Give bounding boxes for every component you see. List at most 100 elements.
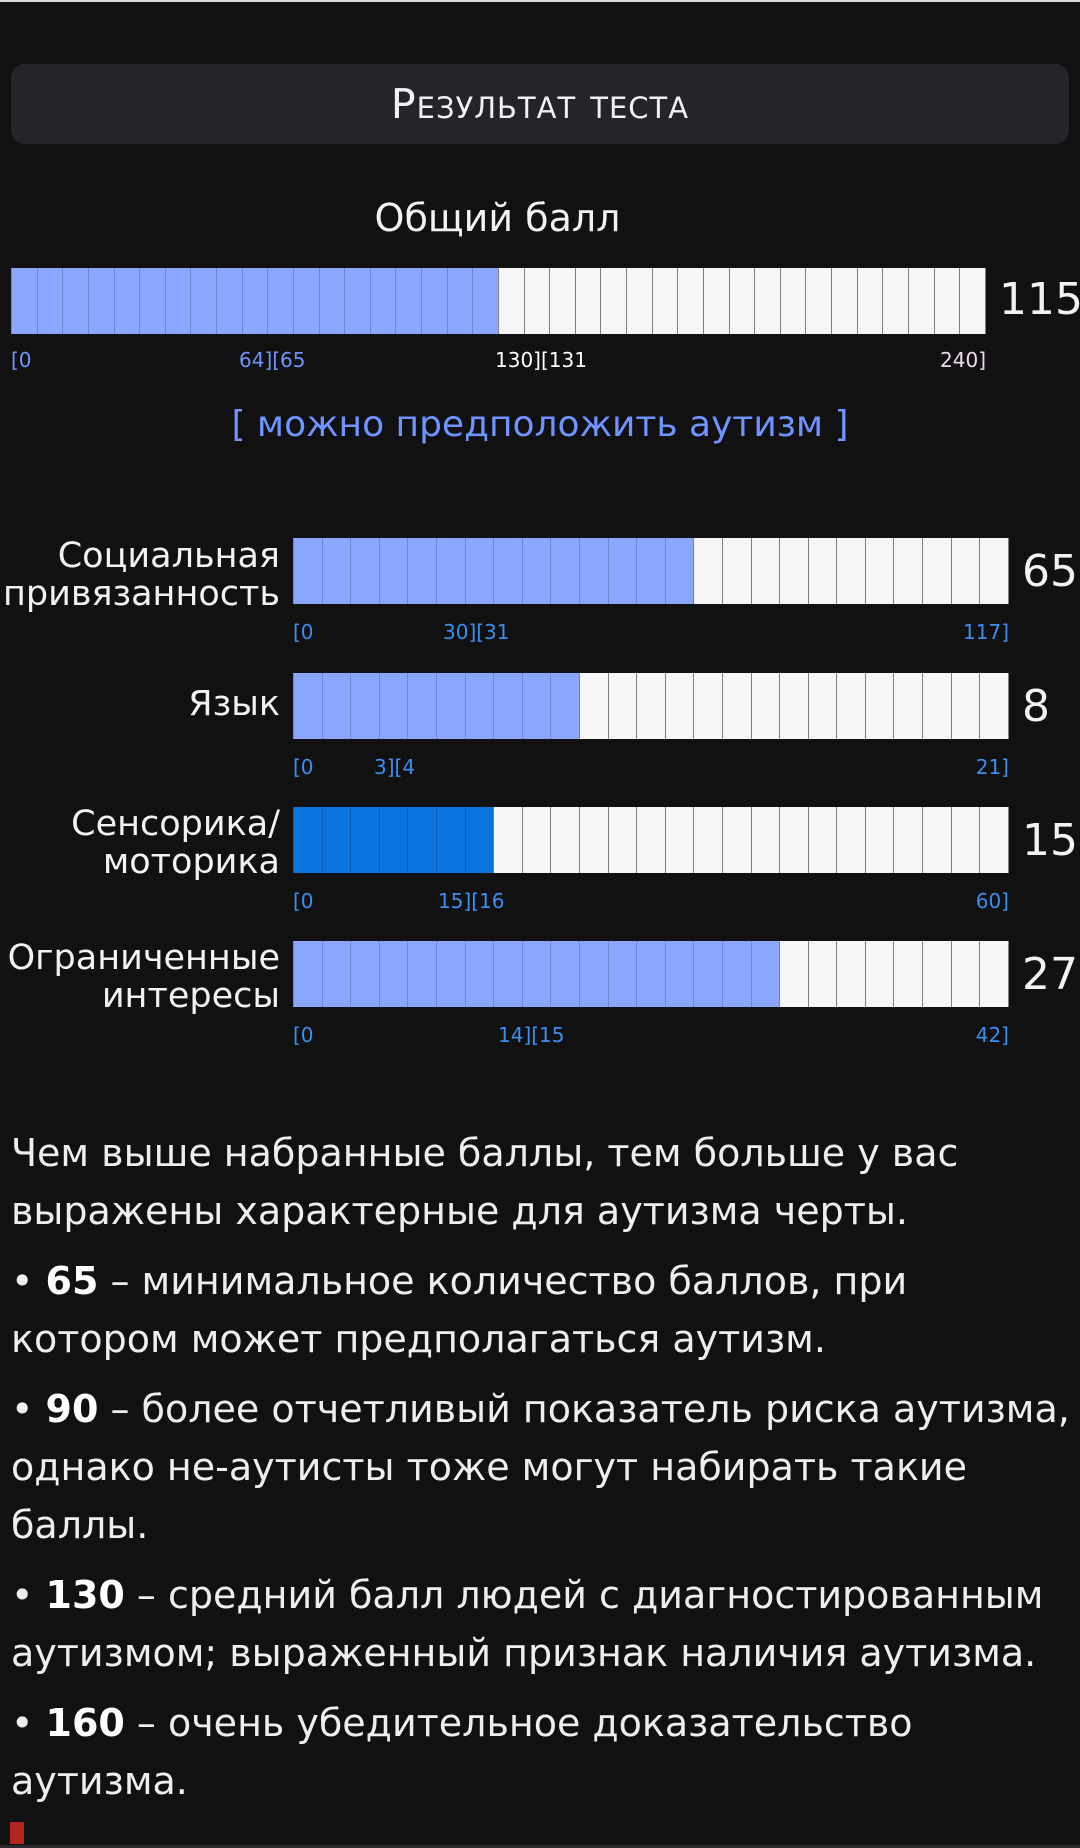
bar-segment-filled bbox=[293, 538, 322, 604]
bar-segment-filled bbox=[87, 268, 114, 334]
bar-segment-empty bbox=[807, 673, 837, 739]
category-score-social: 65 bbox=[1022, 546, 1078, 597]
bar-segment-filled bbox=[350, 941, 379, 1007]
threshold-text: – средний балл людей с диагностированным… bbox=[11, 1573, 1044, 1675]
bar-segment-filled bbox=[721, 941, 751, 1007]
bar-segment-empty bbox=[693, 807, 722, 873]
bar-segment-empty bbox=[493, 807, 522, 873]
bar-segment-empty bbox=[779, 673, 808, 739]
category-label-line: привязанность bbox=[2, 574, 280, 614]
category-bar-sensory bbox=[293, 807, 1009, 873]
bar-segment-filled bbox=[435, 538, 465, 604]
bar-segment-filled bbox=[521, 941, 551, 1007]
scale-tick: 117] bbox=[963, 620, 1009, 644]
bar-segment-empty bbox=[864, 538, 894, 604]
corner-marker bbox=[10, 1822, 24, 1844]
top-divider bbox=[0, 0, 1080, 2]
bar-segment-empty bbox=[805, 268, 831, 334]
bar-segment-empty bbox=[549, 268, 575, 334]
bar-segment-empty bbox=[836, 538, 865, 604]
bar-segment-empty bbox=[607, 807, 637, 873]
bar-segment-filled bbox=[350, 807, 379, 873]
category-score-interests: 27 bbox=[1022, 949, 1078, 1000]
bar-segment-empty bbox=[574, 268, 601, 334]
bar-segment-filled bbox=[472, 268, 498, 334]
bar-segment-empty bbox=[864, 941, 894, 1007]
bullet: • bbox=[11, 1259, 46, 1303]
bar-segment-filled bbox=[578, 941, 608, 1007]
bar-segment-empty bbox=[497, 268, 524, 334]
bar-segment-empty bbox=[907, 268, 934, 334]
total-score-label: Общий балл bbox=[374, 196, 621, 240]
bar-segment-filled bbox=[344, 268, 370, 334]
bar-segment-filled bbox=[607, 941, 637, 1007]
bar-segment-empty bbox=[664, 673, 694, 739]
category-label-line: моторика bbox=[102, 842, 280, 882]
scale-tick: 60] bbox=[975, 889, 1009, 913]
bar-segment-filled bbox=[378, 807, 408, 873]
bar-segment-filled bbox=[378, 538, 408, 604]
bar-segment-filled bbox=[435, 807, 465, 873]
bar-segment-empty bbox=[893, 673, 923, 739]
bar-segment-filled bbox=[493, 538, 522, 604]
bar-segment-filled bbox=[378, 941, 408, 1007]
category-label-language: Язык bbox=[0, 685, 280, 723]
scale-tick: 21] bbox=[975, 755, 1009, 779]
category-score-language: 8 bbox=[1022, 681, 1050, 732]
bar-segment-filled bbox=[293, 807, 322, 873]
scale-tick: [0 bbox=[293, 1023, 314, 1047]
scale-tick: [0 bbox=[11, 348, 32, 372]
bar-segment-filled bbox=[139, 268, 165, 334]
bar-segment-filled bbox=[446, 268, 473, 334]
bar-segment-filled bbox=[550, 538, 579, 604]
threshold-text: – очень убедительное доказательство аути… bbox=[11, 1701, 913, 1803]
scale-tick: 3][4 bbox=[374, 755, 416, 779]
category-bar-interests bbox=[293, 941, 1009, 1007]
bar-segment-empty bbox=[721, 673, 751, 739]
bar-segment-filled bbox=[464, 941, 494, 1007]
bar-segment-filled bbox=[293, 673, 322, 739]
category-label-line: интересы bbox=[101, 976, 280, 1016]
category-scale-sensory: [0 15][16 60] bbox=[293, 889, 1009, 919]
bar-segment-filled bbox=[378, 673, 408, 739]
bar-segment-filled bbox=[407, 807, 436, 873]
bar-segment-filled bbox=[395, 268, 421, 334]
description-point: • 65 – минимальное количество баллов, пр… bbox=[11, 1252, 1075, 1368]
bar-segment-filled bbox=[190, 268, 216, 334]
bar-segment-empty bbox=[856, 268, 883, 334]
bar-segment-filled bbox=[407, 538, 436, 604]
scale-tick: [0 bbox=[293, 620, 314, 644]
bar-segment-empty bbox=[836, 673, 865, 739]
bar-segment-filled bbox=[550, 673, 579, 739]
category-score-sensory: 15 bbox=[1022, 815, 1078, 866]
bar-segment-filled bbox=[521, 673, 551, 739]
bar-segment-filled bbox=[241, 268, 268, 334]
bar-segment-filled bbox=[607, 538, 637, 604]
bar-segment-filled bbox=[421, 268, 447, 334]
bar-segment-empty bbox=[933, 268, 960, 334]
category-scale-language: [0 3][4 21] bbox=[293, 755, 1009, 785]
result-header: Результат теста bbox=[11, 64, 1069, 144]
bar-segment-filled bbox=[350, 538, 379, 604]
category-label-line: Сенсорика/ bbox=[71, 804, 280, 844]
bar-segment-empty bbox=[600, 268, 626, 334]
bar-segment-filled bbox=[292, 268, 319, 334]
bar-segment-empty bbox=[664, 807, 694, 873]
bar-segment-empty bbox=[950, 941, 980, 1007]
category-scale-interests: [0 14][15 42] bbox=[293, 1023, 1009, 1053]
bullet: • bbox=[11, 1387, 46, 1431]
bar-segment-filled bbox=[521, 538, 551, 604]
bar-segment-filled bbox=[464, 673, 494, 739]
verdict-text: [ можно предположить аутизм ] bbox=[231, 404, 849, 445]
description-intro: Чем выше набранные баллы, тем больше у в… bbox=[11, 1131, 959, 1233]
description-point: • 130 – средний балл людей с диагностиро… bbox=[11, 1566, 1075, 1682]
category-label-line: Социальная bbox=[57, 536, 280, 576]
scale-tick: 240] bbox=[940, 348, 986, 372]
bar-segment-filled bbox=[550, 941, 579, 1007]
category-label-interests: Ограниченные интересы bbox=[0, 939, 280, 1015]
bar-segment-filled bbox=[321, 941, 351, 1007]
bar-segment-filled bbox=[493, 941, 522, 1007]
description-point: • 160 – очень убедительное доказательств… bbox=[11, 1694, 1075, 1810]
bar-segment-empty bbox=[636, 807, 665, 873]
bullet: • bbox=[11, 1573, 46, 1617]
